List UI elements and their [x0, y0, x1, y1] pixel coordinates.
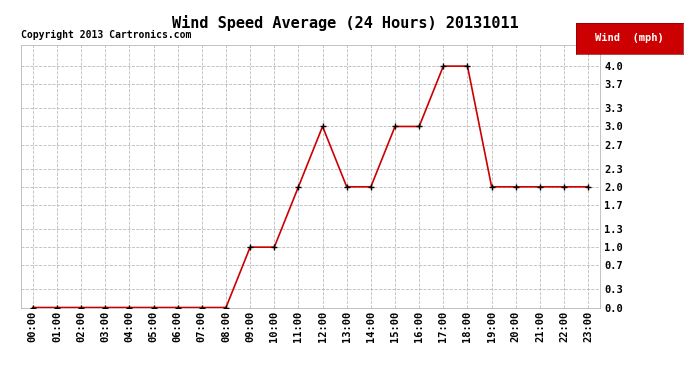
Text: Wind Speed Average (24 Hours) 20131011: Wind Speed Average (24 Hours) 20131011 [172, 15, 518, 31]
Text: Copyright 2013 Cartronics.com: Copyright 2013 Cartronics.com [21, 30, 191, 40]
Text: Wind  (mph): Wind (mph) [595, 33, 664, 44]
